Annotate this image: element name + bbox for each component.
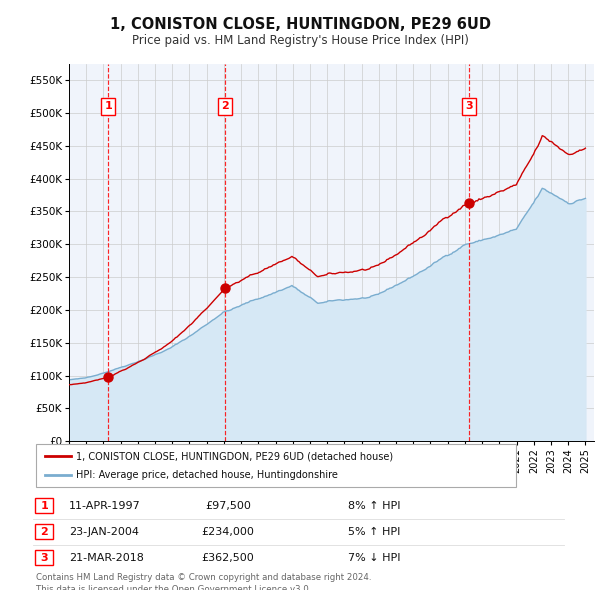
Text: 8% ↑ HPI: 8% ↑ HPI	[348, 501, 401, 510]
Text: 1: 1	[41, 501, 48, 510]
Text: 3: 3	[41, 553, 48, 562]
Text: 2: 2	[41, 527, 48, 536]
Text: 1, CONISTON CLOSE, HUNTINGDON, PE29 6UD (detached house): 1, CONISTON CLOSE, HUNTINGDON, PE29 6UD …	[76, 451, 393, 461]
Text: £362,500: £362,500	[202, 553, 254, 562]
Text: Contains HM Land Registry data © Crown copyright and database right 2024.
This d: Contains HM Land Registry data © Crown c…	[36, 573, 371, 590]
Text: 11-APR-1997: 11-APR-1997	[69, 501, 141, 510]
Text: 2: 2	[221, 101, 229, 112]
Text: 1, CONISTON CLOSE, HUNTINGDON, PE29 6UD: 1, CONISTON CLOSE, HUNTINGDON, PE29 6UD	[110, 17, 491, 31]
Text: HPI: Average price, detached house, Huntingdonshire: HPI: Average price, detached house, Hunt…	[76, 470, 337, 480]
Text: 23-JAN-2004: 23-JAN-2004	[69, 527, 139, 536]
Text: 7% ↓ HPI: 7% ↓ HPI	[348, 553, 401, 562]
Text: 21-MAR-2018: 21-MAR-2018	[69, 553, 144, 562]
Text: £234,000: £234,000	[202, 527, 254, 536]
Text: 5% ↑ HPI: 5% ↑ HPI	[348, 527, 400, 536]
Text: 1: 1	[104, 101, 112, 112]
Text: 3: 3	[465, 101, 473, 112]
Text: £97,500: £97,500	[205, 501, 251, 510]
Text: Price paid vs. HM Land Registry's House Price Index (HPI): Price paid vs. HM Land Registry's House …	[131, 34, 469, 47]
